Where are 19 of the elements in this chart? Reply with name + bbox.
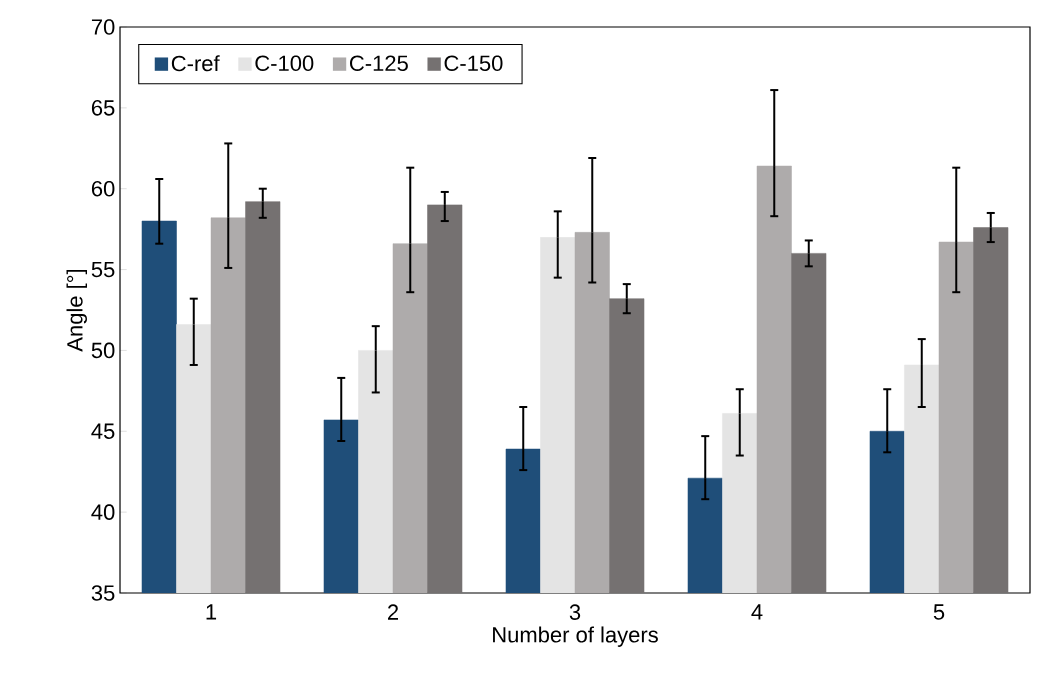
x-tick-label: 2: [388, 604, 399, 620]
y-tick-label: 55: [91, 261, 115, 278]
x-tick-label: 5: [933, 604, 945, 620]
legend-label: C-150: [444, 55, 503, 72]
y-tick-label: 35: [91, 585, 115, 601]
legend-label: C-125: [349, 55, 408, 72]
legend-label: C-100: [255, 55, 314, 72]
y-tick-label: 65: [91, 100, 115, 116]
x-axis-title: Number of layers: [493, 626, 658, 647]
y-tick-label: 40: [91, 504, 115, 520]
legend-label: C-ref: [171, 55, 220, 72]
y-tick-label: 50: [91, 342, 115, 359]
y-tick-label: 60: [91, 180, 115, 197]
x-tick-label: 1: [206, 604, 217, 620]
y-axis-title: Angle [°]: [66, 269, 87, 352]
x-tick-label: 4: [751, 604, 763, 620]
y-tick-label: 70: [91, 19, 115, 35]
y-tick-label: 45: [91, 423, 115, 439]
x-tick-label: 3: [569, 604, 581, 620]
